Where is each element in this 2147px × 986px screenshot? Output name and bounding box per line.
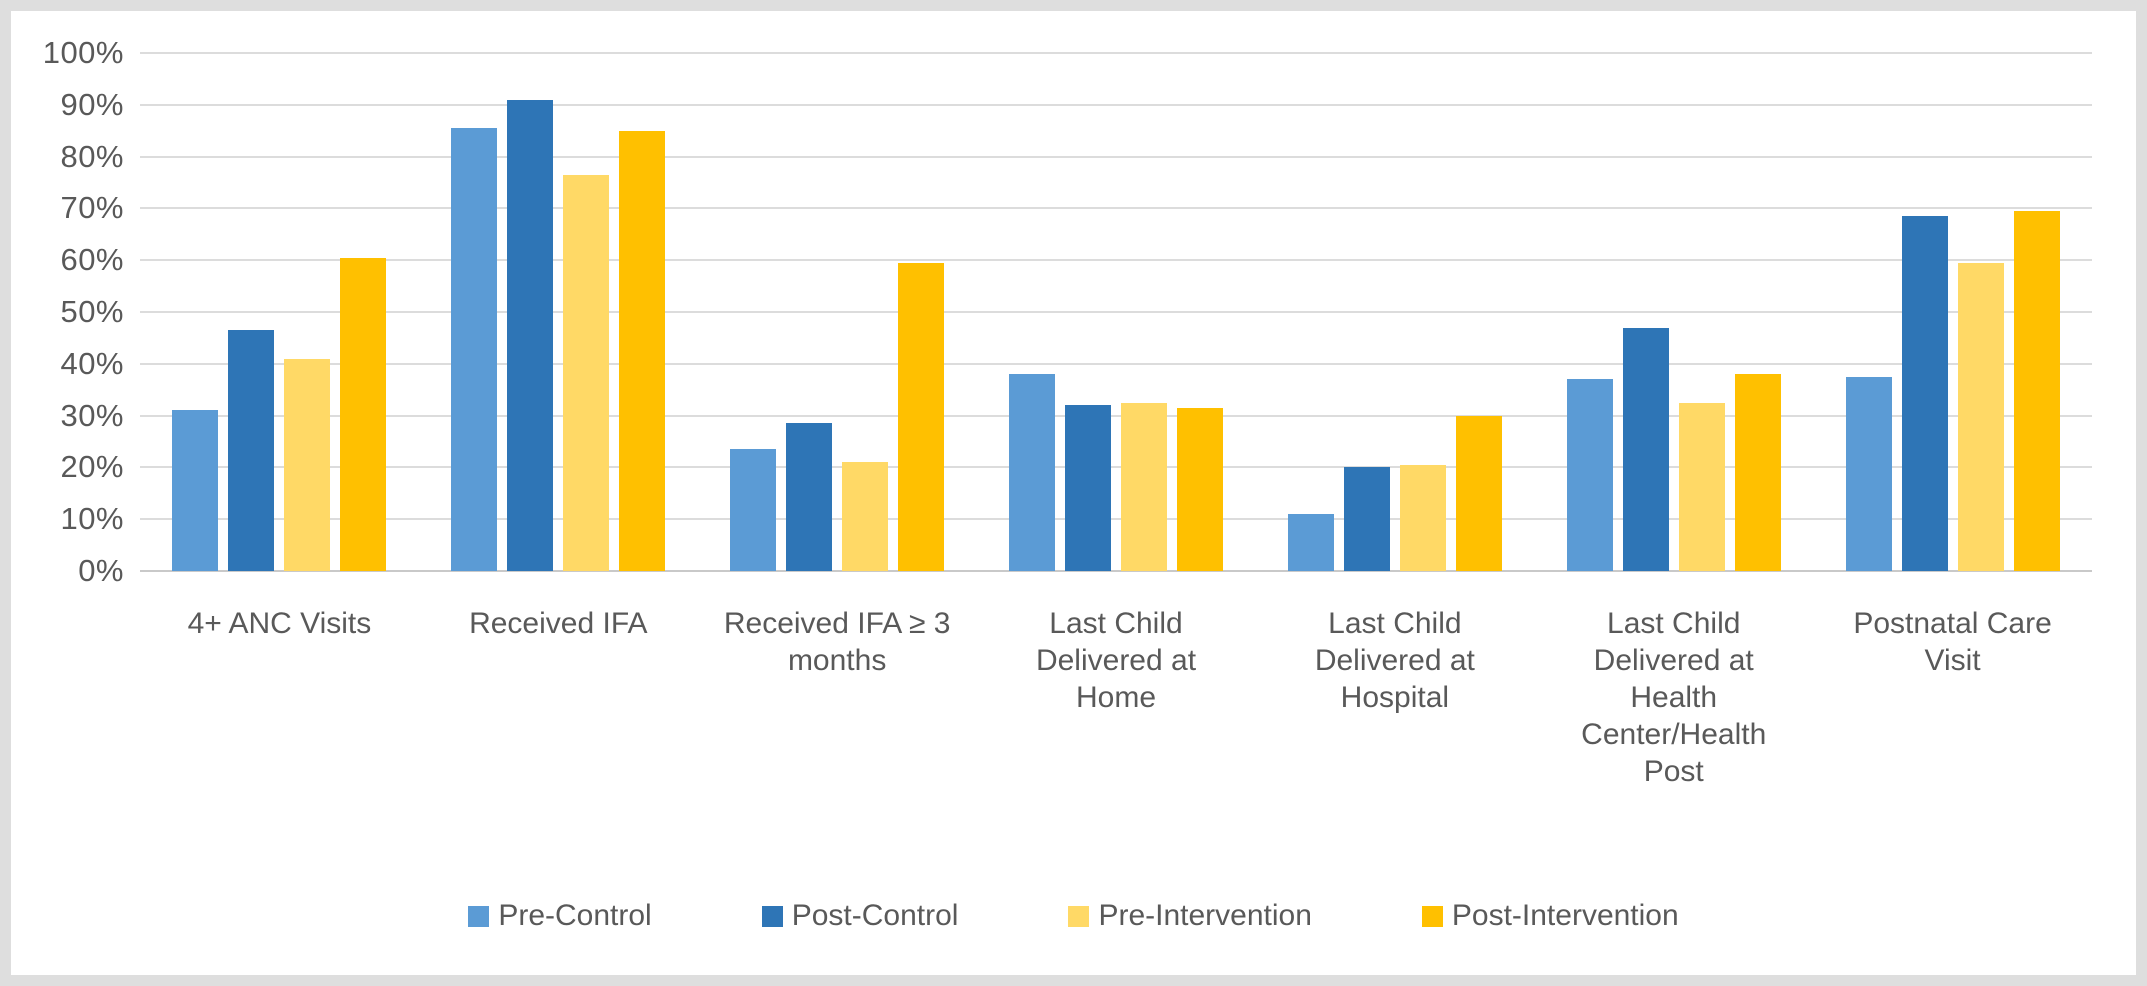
- bar-group-7: [1813, 53, 2092, 571]
- legend-item: Post-Intervention: [1421, 899, 1679, 933]
- bar: [1121, 402, 1167, 571]
- bar: [1622, 327, 1669, 571]
- plot-area: [140, 52, 2092, 572]
- category-label: Received IFA ≥ 3 months: [698, 605, 977, 790]
- y-tick-label: 20%: [60, 449, 124, 485]
- bar-group-5: [1255, 53, 1534, 571]
- legend-label: Pre-Intervention: [1098, 899, 1312, 932]
- category-label-text: Postnatal Care Visit: [1853, 607, 2052, 677]
- gridline-100: [140, 52, 2092, 54]
- category-label-text: 4+ ANC Visits: [187, 607, 372, 640]
- gridline-90: [140, 103, 2092, 106]
- bar: [1845, 376, 1892, 571]
- category-label: Last Child Delivered at Home: [977, 605, 1256, 790]
- bar: [1287, 514, 1334, 571]
- bar: [340, 257, 387, 571]
- legend-item: Pre-Intervention: [1068, 899, 1312, 933]
- bar: [1009, 374, 1055, 571]
- bar: [507, 99, 554, 571]
- gridline-50: [140, 311, 2092, 313]
- chart-surface: 0% 10% 20% 30% 40% 50% 60% 70% 80% 90% 100% 4+ ANC…: [11, 11, 2136, 975]
- gridline-30: [140, 414, 2092, 417]
- bar: [1399, 464, 1446, 571]
- bar: [1901, 216, 1948, 571]
- gridline-60: [140, 259, 2092, 262]
- legend-swatch-icon: [468, 905, 490, 927]
- bar: [619, 130, 666, 571]
- y-tick-label: 40%: [60, 345, 124, 381]
- gridline-10: [140, 518, 2092, 521]
- bar: [1065, 405, 1111, 571]
- category-label: Last Child Delivered at Health Center/He…: [1534, 605, 1813, 790]
- legend-item: Pre-Control: [468, 899, 652, 933]
- y-axis: 0% 10% 20% 30% 40% 50% 60% 70% 80% 90% 100%: [11, 35, 124, 588]
- bar: [786, 423, 833, 571]
- bar: [898, 262, 945, 571]
- bar: [1343, 467, 1390, 571]
- category-label: Last Child Delivered at Hospital: [1255, 605, 1534, 790]
- bar: [1957, 262, 2004, 571]
- category-label: Postnatal Care Visit: [1813, 605, 2092, 790]
- bar: [1678, 402, 1725, 571]
- legend-swatch-icon: [1068, 905, 1090, 927]
- y-tick-label: 0%: [78, 553, 124, 588]
- bar-group-3: [698, 53, 977, 571]
- gridline-20: [140, 466, 2092, 469]
- legend-swatch-icon: [761, 905, 783, 927]
- category-label: 4+ ANC Visits: [140, 605, 419, 790]
- y-tick-label: 30%: [60, 397, 124, 433]
- legend-swatch-icon: [1421, 905, 1443, 927]
- legend-label: Pre-Control: [498, 899, 652, 932]
- legend-label: Post-Intervention: [1451, 899, 1679, 932]
- gridline-40: [140, 362, 2092, 365]
- bar: [1734, 374, 1781, 571]
- legend: Pre-Control Post-Control Pre-Intervention P…: [11, 899, 2136, 933]
- y-tick-label: 50%: [60, 294, 124, 329]
- bar: [563, 174, 610, 571]
- category-label-text: Last Child Delivered at Health Center/He…: [1581, 607, 1767, 788]
- bar: [1177, 407, 1223, 571]
- legend-item: Post-Control: [761, 899, 959, 933]
- bar: [228, 330, 275, 571]
- y-tick-label: 70%: [60, 190, 124, 226]
- category-label-text: Last Child Delivered at Hospital: [1314, 607, 1475, 714]
- bar: [1566, 379, 1613, 571]
- category-label-text: Received IFA: [469, 607, 648, 640]
- bar: [451, 128, 498, 571]
- gridline-0: [140, 570, 2092, 572]
- y-tick-label: 80%: [60, 138, 124, 174]
- gridline-70: [140, 207, 2092, 210]
- y-tick-label: 60%: [60, 242, 124, 278]
- bar-group-2: [419, 53, 698, 571]
- bar-group-1: [140, 53, 419, 571]
- bar-groups: [140, 53, 2092, 571]
- x-axis-category-labels: 4+ ANC Visits Received IFA Received IFA ≥ …: [140, 605, 2092, 790]
- y-tick-label: 90%: [60, 86, 124, 122]
- y-tick-label: 100%: [42, 35, 124, 70]
- y-tick-label: 10%: [60, 501, 124, 537]
- category-label-text: Last Child Delivered at Home: [1035, 607, 1197, 714]
- bar: [730, 449, 777, 571]
- bar: [284, 358, 331, 571]
- category-label-text: Received IFA ≥ 3 months: [723, 607, 951, 677]
- bar: [842, 462, 889, 571]
- bar-group-4: [977, 53, 1256, 571]
- bar: [172, 410, 219, 571]
- gridline-80: [140, 155, 2092, 158]
- legend-label: Post-Control: [791, 899, 959, 932]
- category-label: Received IFA: [419, 605, 698, 790]
- bar-group-6: [1534, 53, 1813, 571]
- bar: [2013, 211, 2060, 571]
- bar: [1455, 415, 1502, 571]
